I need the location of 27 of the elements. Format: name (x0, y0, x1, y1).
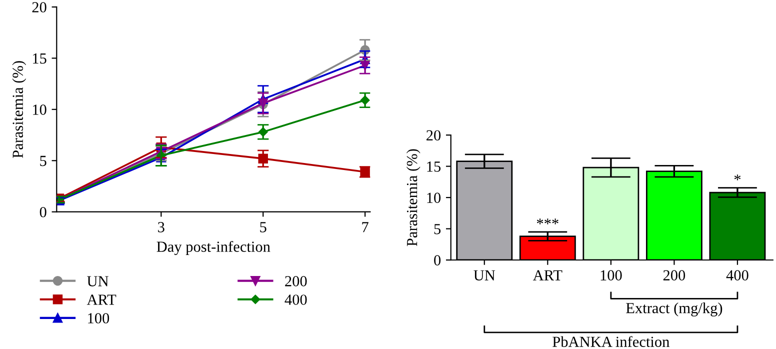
annotation: *** (536, 218, 558, 224)
x-tick-label: 100 (600, 270, 622, 280)
x-axis-title: Day post-infection (156, 240, 270, 256)
text: PbANKA infection (552, 336, 670, 347)
y-tick-label: 15 (427, 162, 441, 172)
y-tick-label: 5 (40, 156, 46, 166)
y-tick-label: 10 (32, 104, 46, 115)
x-tick-label: 7 (362, 222, 368, 232)
x-tick-label: 5 (260, 222, 266, 232)
text: Extract (mg/kg) (626, 302, 722, 316)
x-tick-label: ART (532, 270, 562, 280)
y-tick-label: 10 (427, 192, 441, 203)
y-tick-label: 15 (32, 53, 46, 64)
y-tick-label: 0 (40, 206, 46, 218)
legend-label: ART (86, 294, 116, 305)
x-tick-label: UN (474, 270, 496, 280)
y-tick-label: 20 (426, 130, 441, 141)
x-tick-label: 3 (158, 222, 164, 232)
y-tick-label: 20 (32, 2, 46, 12)
legend-label: 400 (284, 294, 307, 305)
x-tick-label: 400 (726, 270, 748, 280)
annotation: * (734, 174, 741, 180)
x-tick-label: 200 (663, 270, 686, 280)
y-tick-label: 0 (434, 255, 441, 266)
y-axis-title: Parasitemia (%) (406, 149, 420, 246)
y-axis-title: Parasitemia (%) (12, 61, 26, 158)
legend-label: 100 (88, 313, 110, 324)
